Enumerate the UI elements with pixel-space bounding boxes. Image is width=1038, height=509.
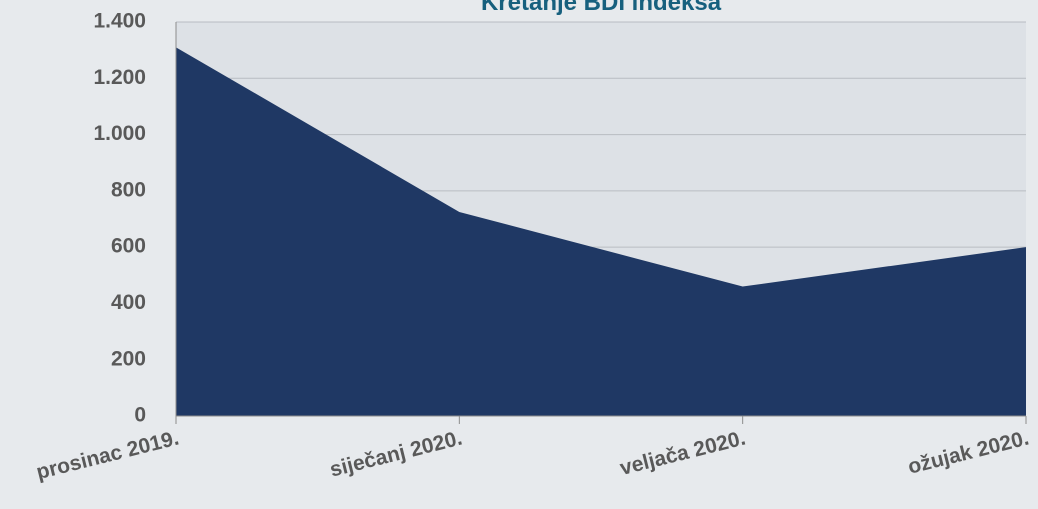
y-tick-label: 400 — [111, 291, 146, 314]
x-tick-label: ožujak 2020. — [906, 427, 1032, 479]
y-tick-label: 0 — [134, 404, 146, 427]
y-tick-label: 800 — [111, 178, 146, 201]
y-tick-label: 1.000 — [93, 122, 146, 145]
y-tick-label: 600 — [111, 235, 146, 258]
x-tick-label: prosinac 2019. — [34, 427, 181, 485]
area — [176, 47, 1026, 416]
x-tick-label: siječanj 2020. — [328, 427, 465, 482]
x-tick-label: veljača 2020. — [618, 427, 748, 480]
y-tick-label: 1.400 — [93, 10, 146, 33]
y-tick-label: 1.200 — [93, 66, 146, 89]
y-tick-label: 200 — [111, 347, 146, 370]
chart-title: Kretanje BDI indeksa — [481, 0, 722, 16]
